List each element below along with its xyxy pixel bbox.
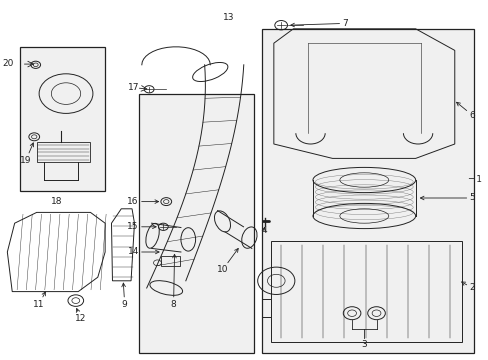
Text: ─ 1: ─ 1: [467, 175, 481, 184]
FancyBboxPatch shape: [261, 29, 473, 353]
Text: 2: 2: [461, 282, 474, 292]
Text: 10: 10: [216, 248, 238, 274]
Text: 6: 6: [456, 102, 474, 120]
Text: 4: 4: [261, 226, 266, 235]
Text: 17: 17: [127, 83, 139, 91]
Text: 19: 19: [20, 143, 34, 165]
FancyBboxPatch shape: [20, 47, 105, 191]
Text: 14: 14: [127, 248, 159, 256]
Text: 9: 9: [122, 283, 127, 309]
Text: 5: 5: [420, 194, 474, 202]
Text: 15: 15: [127, 222, 156, 231]
FancyBboxPatch shape: [139, 94, 254, 353]
Text: 13: 13: [222, 13, 234, 22]
Text: 16: 16: [127, 197, 158, 206]
Bar: [271, 241, 461, 342]
Bar: [161, 256, 180, 266]
Text: 11: 11: [33, 292, 45, 309]
Text: 18: 18: [50, 197, 62, 206]
Text: 3: 3: [361, 341, 366, 349]
Text: 8: 8: [170, 254, 176, 309]
Text: 7: 7: [290, 19, 347, 28]
Text: 12: 12: [75, 309, 86, 323]
Text: 20: 20: [2, 58, 14, 68]
Bar: [37, 142, 90, 162]
